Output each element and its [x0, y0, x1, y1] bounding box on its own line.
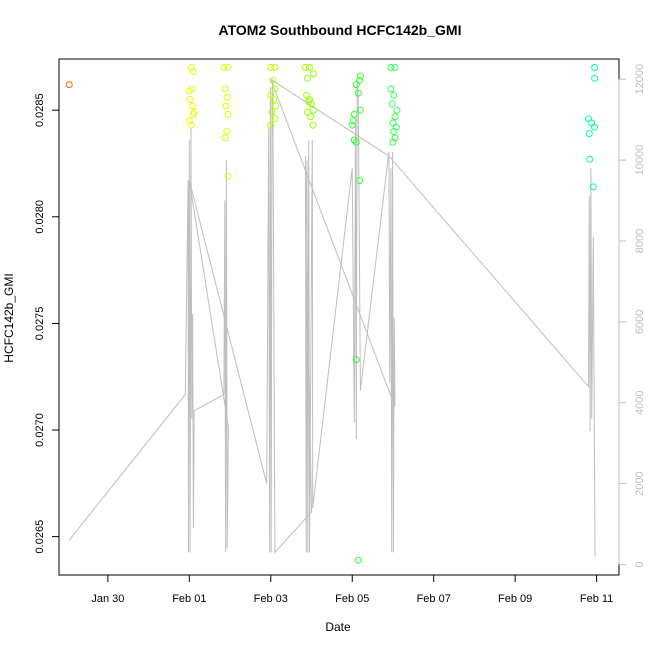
data-point — [268, 108, 276, 116]
data-point — [303, 74, 311, 82]
data-point — [267, 64, 275, 71]
data-point — [271, 85, 279, 93]
data-point — [354, 89, 362, 97]
data-point — [356, 72, 364, 80]
data-point — [310, 70, 317, 78]
data-point — [356, 177, 364, 184]
data-point — [352, 356, 360, 364]
data-point — [391, 134, 399, 142]
x-tick-label: Feb 01 — [172, 593, 206, 605]
data-point — [352, 138, 360, 146]
data-point — [186, 96, 194, 103]
y2-tick-label: 4000 — [634, 390, 646, 414]
data-point — [356, 76, 364, 84]
data-point — [591, 123, 599, 131]
data-point — [307, 113, 315, 121]
data-point — [310, 106, 317, 114]
x-tick-label: Feb 11 — [580, 593, 613, 605]
data-point — [190, 108, 198, 116]
data-point — [224, 110, 232, 118]
data-point — [65, 81, 73, 89]
data-point — [350, 136, 358, 144]
x-tick-label: Jan 30 — [91, 593, 124, 605]
data-point — [387, 85, 395, 93]
data-point — [222, 102, 230, 110]
y2-tick-label: 0 — [634, 561, 646, 567]
data-point — [305, 98, 313, 106]
data-point — [271, 115, 279, 123]
y2-tick-label: 8000 — [634, 229, 646, 253]
data-point — [224, 64, 232, 71]
data-point — [591, 74, 599, 82]
data-point — [391, 64, 399, 71]
x-tick-label: Feb 03 — [254, 593, 288, 605]
data-point — [390, 91, 398, 99]
data-point — [352, 81, 360, 89]
data-point — [303, 108, 311, 116]
data-point — [586, 155, 594, 163]
chart-title: ATOM2 Southbound HCFC142b_GMI — [219, 22, 462, 38]
x-tick-label: Feb 07 — [417, 593, 451, 605]
data-point — [349, 117, 357, 125]
data-point — [309, 121, 317, 129]
data-point — [301, 64, 309, 71]
data-point — [271, 64, 279, 71]
data-point — [187, 64, 195, 71]
data-point — [389, 138, 397, 146]
points-layer — [65, 64, 599, 564]
data-point — [189, 68, 197, 76]
data-point — [270, 96, 278, 103]
data-point — [387, 64, 395, 71]
data-point — [223, 93, 231, 101]
y-tick-label: 0.0275 — [34, 307, 46, 341]
data-point — [354, 556, 362, 564]
y-tick-label: 0.0265 — [34, 520, 46, 554]
y-tick-label: 0.0280 — [34, 200, 46, 234]
data-point — [393, 106, 401, 114]
data-point — [223, 128, 231, 135]
data-point — [591, 64, 599, 71]
data-point — [589, 183, 597, 191]
altitude-line-layer — [68, 77, 596, 557]
data-point — [272, 102, 280, 110]
data-point — [189, 102, 197, 110]
x-axis-label: Date — [325, 620, 351, 634]
data-point — [356, 106, 364, 114]
y-axis-label: HCFC142b_GMI — [2, 273, 16, 362]
data-point — [269, 76, 277, 84]
data-point — [187, 121, 195, 129]
data-point — [221, 134, 229, 142]
data-point — [188, 85, 196, 93]
data-point — [185, 117, 193, 125]
y2-tick-label: 2000 — [634, 471, 646, 495]
data-point — [390, 128, 398, 135]
data-point — [306, 64, 313, 71]
data-point — [220, 64, 228, 71]
data-point — [224, 172, 232, 180]
data-point — [348, 121, 356, 129]
y2-tick-label: 6000 — [634, 310, 646, 334]
data-point — [391, 113, 399, 121]
x-tick-label: Feb 05 — [335, 593, 369, 605]
x-tick-label: Feb 09 — [498, 593, 532, 605]
altitude-series-line — [68, 77, 596, 557]
axes-layer: Jan 30 Feb 01 Feb 03 Feb 05 Feb 07 Feb 09 Feb … — [34, 64, 646, 605]
data-point — [267, 121, 275, 129]
data-point — [221, 85, 229, 93]
y2-tick-label: 10000 — [634, 145, 646, 176]
data-point — [388, 100, 396, 108]
data-point — [585, 130, 593, 138]
data-point — [350, 110, 358, 118]
y-tick-label: 0.0270 — [34, 413, 46, 447]
y-tick-label: 0.0285 — [34, 93, 46, 127]
y2-tick-label: 12000 — [634, 64, 646, 95]
